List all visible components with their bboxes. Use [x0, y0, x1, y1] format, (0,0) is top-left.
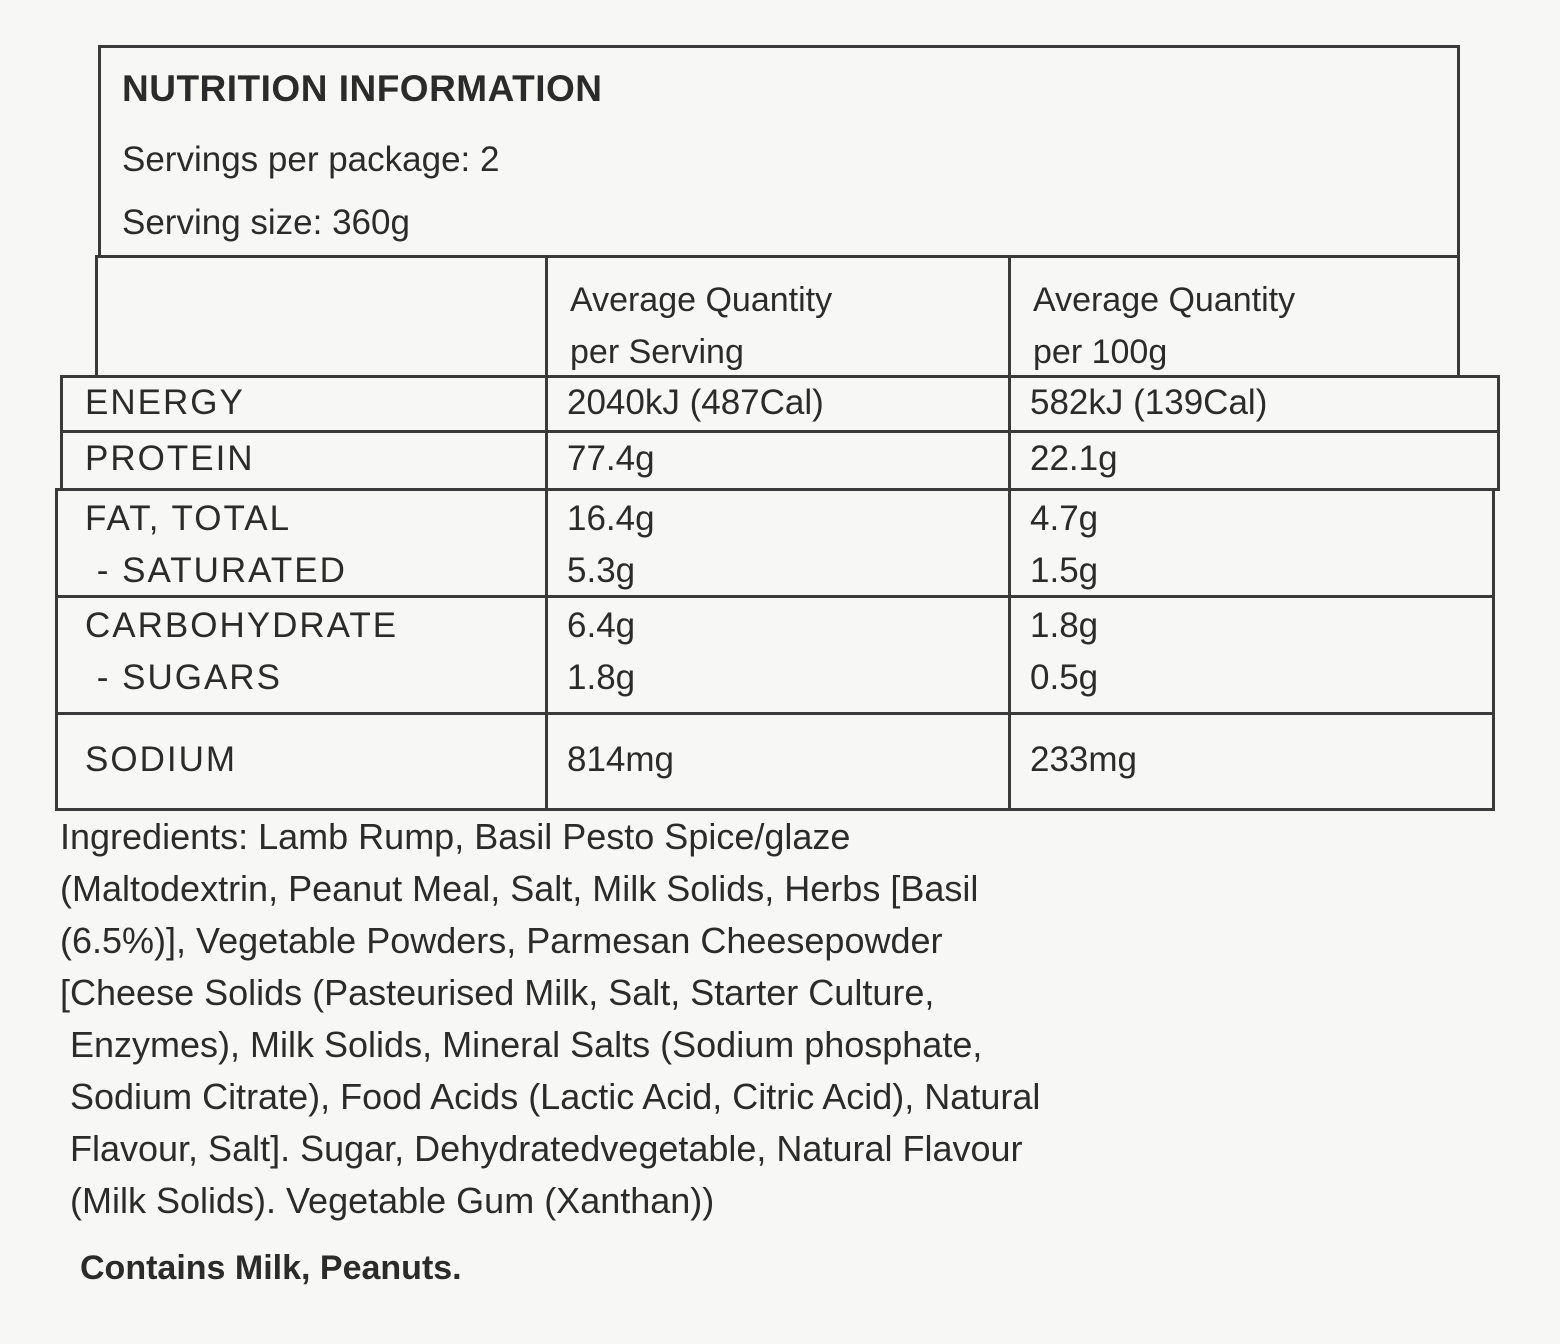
nutrient-value: 814mg: [567, 740, 675, 779]
ingredients-line: (6.5%)], Vegetable Powders, Parmesan Che…: [60, 920, 943, 961]
ingredients-line: (Maltodextrin, Peanut Meal, Salt, Milk S…: [60, 868, 979, 909]
ingredients-line: (Milk Solids). Vegetable Gum (Xanthan)): [70, 1180, 715, 1221]
ingredients-line: Ingredients: Lamb Rump, Basil Pesto Spic…: [60, 816, 851, 857]
nutrient-value: 1.8g: [567, 658, 636, 697]
nutrient-value: 22.1g: [1030, 439, 1118, 478]
ingredients-line: Flavour, Salt]. Sugar, Dehydratedvegetab…: [70, 1128, 1023, 1169]
serving-size: Serving size: 360g: [122, 203, 410, 242]
allergens: Contains Milk, Peanuts.: [80, 1249, 462, 1287]
nutrient-value: 582kJ (139Cal): [1030, 382, 1268, 422]
nutrient-value: 77.4g: [567, 439, 655, 478]
nutrient-name: - SATURATED: [85, 551, 347, 590]
nutrient-value: 5.3g: [567, 551, 636, 590]
nutrient-name: FAT, TOTAL: [85, 499, 292, 538]
nutrient-value: 4.7g: [1030, 499, 1099, 538]
column-header: per Serving: [570, 333, 744, 371]
ingredients-line: Sodium Citrate), Food Acids (Lactic Acid…: [70, 1076, 1041, 1117]
nutrient-value: 233mg: [1030, 740, 1138, 779]
ingredients-line: [Cheese Solids (Pasteurised Milk, Salt, …: [60, 972, 935, 1013]
column-header: Average Quantity: [1033, 281, 1296, 319]
nutrient-value: 6.4g: [567, 606, 636, 645]
nutrient-name: ENERGY: [85, 382, 245, 422]
nutrient-value: 1.8g: [1030, 606, 1099, 645]
column-divider: [545, 255, 548, 808]
servings: Servings per package: 2: [122, 140, 500, 179]
column-divider: [1008, 255, 1011, 808]
nutrient-name: SODIUM: [85, 740, 237, 779]
column-header: per 100g: [1033, 333, 1168, 371]
nutrient-value: 0.5g: [1030, 658, 1099, 697]
nutrient-row: [55, 712, 1495, 811]
nutrient-value: 16.4g: [567, 499, 655, 538]
nutrient-name: - SUGARS: [85, 658, 282, 697]
nutrient-name: CARBOHYDRATE: [85, 606, 399, 645]
nutrient-row: [60, 430, 1500, 491]
nutrient-name: PROTEIN: [85, 439, 255, 478]
nutrient-value: 1.5g: [1030, 551, 1099, 590]
nutrient-value: 2040kJ (487Cal): [567, 382, 824, 422]
ingredients-line: Enzymes), Milk Solids, Mineral Salts (So…: [70, 1024, 983, 1065]
title: NUTRITION INFORMATION: [122, 68, 603, 109]
column-header: Average Quantity: [570, 281, 833, 319]
